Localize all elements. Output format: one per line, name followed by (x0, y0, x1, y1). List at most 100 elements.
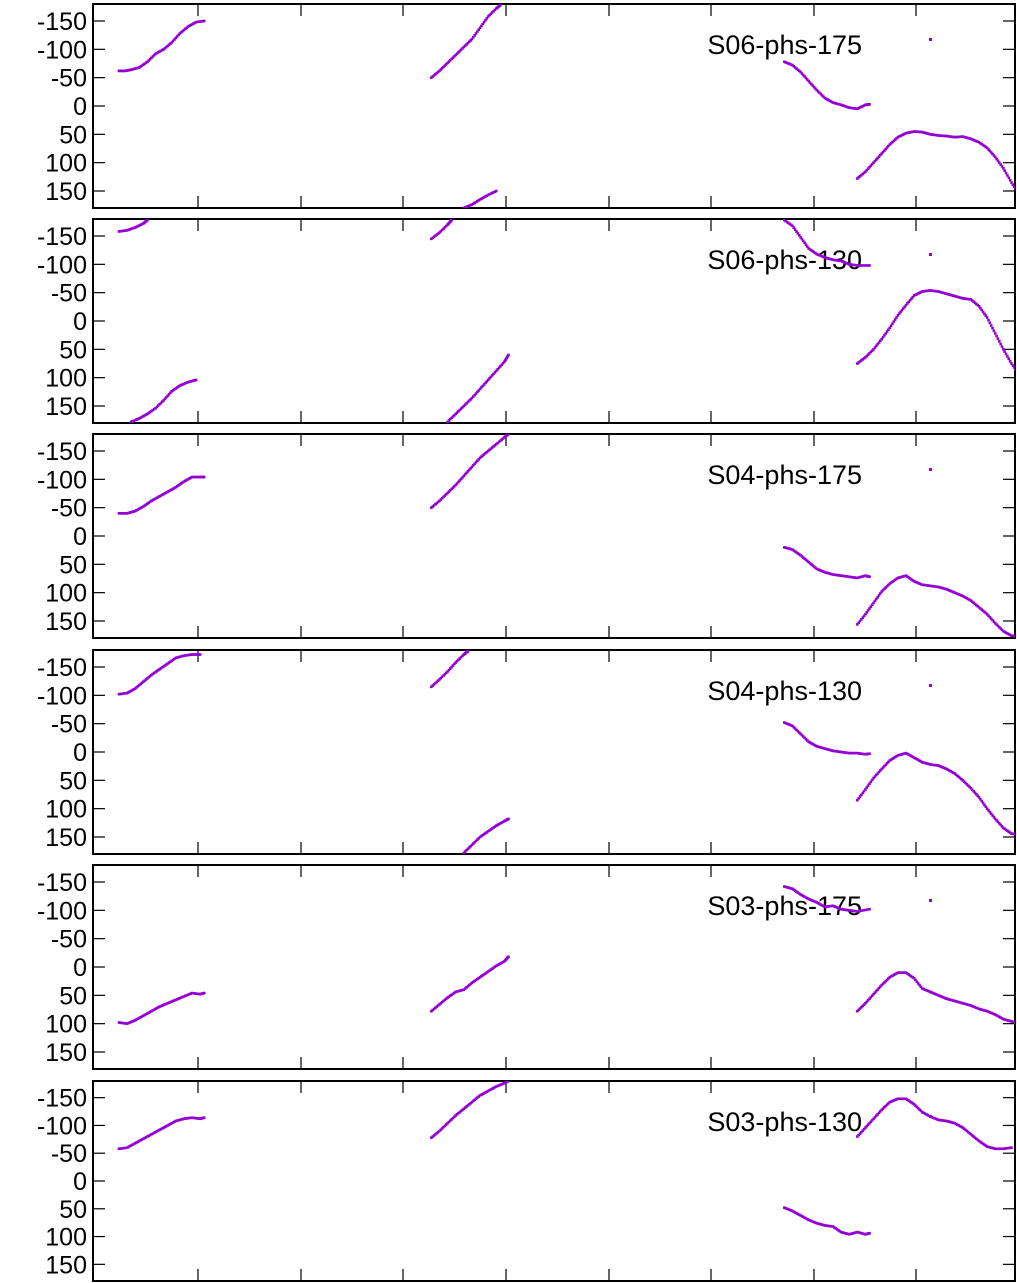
data-point (120, 229, 124, 233)
data-point (853, 909, 856, 913)
data-point (856, 107, 859, 111)
data-point (929, 289, 932, 292)
data-point (467, 983, 471, 987)
data-point (119, 1021, 122, 1025)
data-point (911, 130, 915, 134)
data-point (440, 228, 444, 232)
data-point (473, 34, 476, 37)
data-point (995, 623, 998, 626)
data-point (854, 909, 858, 913)
data-point (960, 594, 963, 597)
data-point (486, 193, 490, 197)
data-point (136, 684, 140, 688)
data-point (965, 1003, 969, 1006)
data-point (973, 1136, 977, 1139)
data-point (179, 1118, 183, 1121)
data-point (202, 19, 206, 23)
data-point (169, 42, 172, 45)
data-point (937, 585, 940, 589)
data-point (150, 56, 153, 60)
data-point (912, 580, 916, 583)
y-tick-label: -100 (37, 251, 87, 279)
data-point (189, 992, 192, 995)
data-point (478, 387, 482, 391)
y-tick-label: 0 (73, 739, 87, 767)
data-point (144, 413, 148, 416)
data-point (431, 505, 435, 508)
data-point (931, 584, 935, 588)
data-point (958, 593, 962, 597)
data-point (171, 658, 175, 662)
data-point (183, 479, 187, 483)
data-point (823, 256, 827, 259)
data-point (466, 41, 470, 45)
data-point (888, 582, 892, 585)
data-point (457, 1111, 460, 1115)
data-point (858, 1007, 862, 1010)
data-point (970, 1134, 974, 1137)
data-point (889, 758, 893, 761)
data-point (847, 751, 851, 755)
data-point (910, 1101, 913, 1104)
data-point (444, 997, 448, 1001)
data-point (496, 368, 499, 371)
data-point (494, 964, 498, 968)
data-point (436, 500, 440, 504)
data-point (888, 975, 892, 979)
data-point (803, 895, 806, 899)
y-tick-label: -50 (51, 65, 87, 93)
data-point (484, 831, 487, 835)
data-point (170, 41, 174, 44)
data-point (783, 885, 786, 888)
data-point (133, 1141, 137, 1145)
data-point (1010, 1020, 1013, 1023)
data-point (1007, 176, 1011, 180)
data-point (988, 1011, 992, 1014)
data-point (131, 688, 134, 692)
data-point (132, 1142, 136, 1146)
data-point (922, 290, 925, 293)
data-point (146, 1135, 149, 1138)
data-point (979, 797, 982, 801)
data-point (128, 690, 132, 693)
data-point (811, 250, 815, 253)
data-point (131, 1020, 134, 1023)
data-point (160, 48, 164, 52)
data-point (989, 1011, 993, 1015)
data-point (783, 60, 786, 64)
data-point (953, 1121, 957, 1125)
data-point (992, 815, 996, 819)
data-point (488, 193, 491, 196)
data-point (964, 136, 967, 139)
data-point (834, 102, 838, 105)
data-point (922, 761, 925, 764)
data-point (474, 392, 478, 395)
data-point (787, 886, 790, 889)
data-point (868, 103, 871, 106)
data-point (862, 357, 866, 360)
data-point (872, 1117, 875, 1121)
data-point (972, 601, 975, 605)
data-point (1006, 1018, 1009, 1022)
data-point (804, 1217, 808, 1220)
data-point (899, 971, 902, 974)
data-point (146, 219, 149, 222)
data-point (432, 235, 436, 239)
legend-marker (929, 38, 932, 41)
data-point (167, 1123, 171, 1127)
data-point (854, 751, 858, 755)
data-point (175, 35, 179, 38)
data-point (142, 505, 145, 508)
data-point (842, 751, 846, 754)
data-point (439, 1128, 443, 1132)
data-point (793, 228, 797, 231)
data-point (899, 310, 902, 314)
data-point (482, 453, 486, 456)
data-point (814, 566, 817, 570)
data-point (177, 484, 180, 487)
data-point (883, 334, 886, 337)
data-point (996, 159, 1000, 163)
data-point (1007, 357, 1011, 361)
data-point (447, 490, 451, 493)
